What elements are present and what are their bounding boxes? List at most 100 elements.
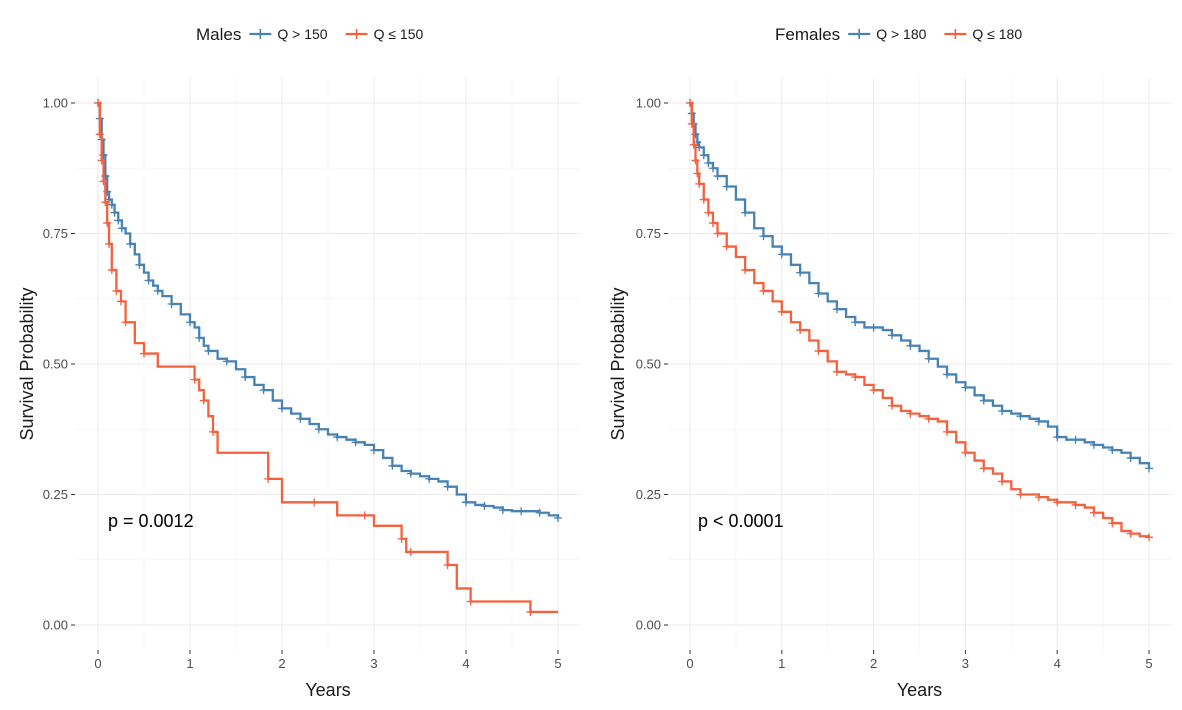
censor-mark xyxy=(796,326,805,335)
censor-mark xyxy=(869,386,878,395)
censor-mark xyxy=(195,333,204,342)
legend-key-low xyxy=(345,29,368,39)
x-tick-label: 0 xyxy=(686,656,693,671)
censor-mark xyxy=(979,464,988,473)
censor-mark xyxy=(695,179,704,188)
censor-mark xyxy=(388,461,397,470)
censor-mark xyxy=(360,511,369,520)
legend-title: Males xyxy=(196,25,241,44)
x-axis-title: Years xyxy=(305,680,350,700)
censor-mark xyxy=(406,547,415,556)
censor-mark xyxy=(961,383,970,392)
censor-mark xyxy=(814,289,823,298)
censor-mark xyxy=(333,433,342,442)
censor-mark xyxy=(689,140,698,149)
censor-mark xyxy=(851,318,860,327)
censor-mark xyxy=(722,182,731,191)
censor-mark xyxy=(114,216,123,225)
legend-label: Q ≤ 180 xyxy=(972,26,1022,42)
censor-mark xyxy=(94,99,102,107)
censor-mark xyxy=(1034,417,1043,426)
x-tick-label: 3 xyxy=(370,656,377,671)
censor-mark xyxy=(99,177,108,186)
legend-key-censor xyxy=(950,29,961,39)
censor-mark xyxy=(1145,464,1153,473)
censor-mark xyxy=(110,208,119,217)
censor-mark xyxy=(126,239,135,248)
y-tick-label: 0.00 xyxy=(43,618,68,633)
censor-mark xyxy=(554,513,562,522)
censor-mark xyxy=(1089,440,1098,449)
censor-mark xyxy=(117,297,125,306)
legend-key-low xyxy=(944,29,967,39)
censor-mark xyxy=(186,318,194,327)
censor-mark xyxy=(144,276,153,285)
censor-mark xyxy=(351,438,360,447)
censor-mark xyxy=(443,482,452,491)
y-tick-label: 1.00 xyxy=(43,96,68,111)
censor-mark xyxy=(264,474,273,483)
censor-mark xyxy=(943,427,952,436)
censor-mark xyxy=(998,406,1007,415)
censor-mark xyxy=(1016,412,1025,421)
censor-mark xyxy=(95,130,104,139)
p-value-annotation: p = 0.0012 xyxy=(108,511,194,531)
censor-mark xyxy=(814,346,823,355)
x-tick-label: 4 xyxy=(1054,656,1061,671)
series-high xyxy=(686,99,1153,473)
grid xyxy=(668,78,1172,650)
censor-mark xyxy=(112,286,121,295)
censor-mark xyxy=(103,219,112,228)
censor-mark xyxy=(796,268,805,277)
x-tick-label: 5 xyxy=(1145,656,1152,671)
censor-mark xyxy=(121,318,130,327)
censor-mark xyxy=(1126,453,1135,462)
y-axis-title: Survival Probability xyxy=(608,287,628,440)
x-axis-title: Years xyxy=(897,680,942,700)
censor-mark xyxy=(1089,508,1098,517)
censor-mark xyxy=(406,469,415,478)
censor-mark xyxy=(924,414,933,423)
censor-mark xyxy=(979,396,988,405)
censor-mark xyxy=(222,357,231,366)
censor-mark xyxy=(117,224,126,233)
censor-mark xyxy=(462,498,470,507)
censor-mark xyxy=(167,299,176,308)
censor-mark xyxy=(1126,529,1135,538)
censor-mark xyxy=(101,198,110,207)
legend: Females Q > 180 Q ≤ 180 xyxy=(775,25,1022,44)
censor-mark xyxy=(314,425,323,434)
censor-mark xyxy=(704,208,713,217)
x-tick-label: 2 xyxy=(870,656,877,671)
series-low xyxy=(94,99,558,616)
censor-mark xyxy=(1108,446,1117,455)
censor-mark xyxy=(1053,498,1062,507)
legend-key-censor xyxy=(351,29,362,39)
x-tick-label: 2 xyxy=(278,656,285,671)
legend-label: Q > 150 xyxy=(277,26,327,42)
y-tick-label: 0.75 xyxy=(43,226,68,241)
legend-label: Q ≤ 150 xyxy=(374,26,424,42)
x-tick-label: 1 xyxy=(778,656,785,671)
censor-mark xyxy=(906,341,915,350)
censor-mark xyxy=(713,172,722,181)
censor-mark xyxy=(887,331,896,340)
censor-mark xyxy=(296,414,305,423)
censor-mark xyxy=(190,375,199,384)
censor-mark xyxy=(466,597,475,606)
censor-mark xyxy=(278,404,286,413)
y-tick-label: 0.50 xyxy=(636,357,661,372)
censor-mark xyxy=(961,448,970,457)
censor-mark xyxy=(832,367,841,376)
censor-mark xyxy=(480,501,489,510)
y-axis-title: Survival Probability xyxy=(17,287,37,440)
censor-mark xyxy=(1053,433,1062,442)
censor-mark xyxy=(204,346,213,355)
censor-mark xyxy=(1034,493,1043,502)
legend-key-high xyxy=(848,29,871,39)
y-tick-label: 0.75 xyxy=(636,226,661,241)
censor-mark xyxy=(704,159,713,168)
censor-mark xyxy=(107,200,116,209)
y-tick-label: 0.50 xyxy=(43,357,68,372)
